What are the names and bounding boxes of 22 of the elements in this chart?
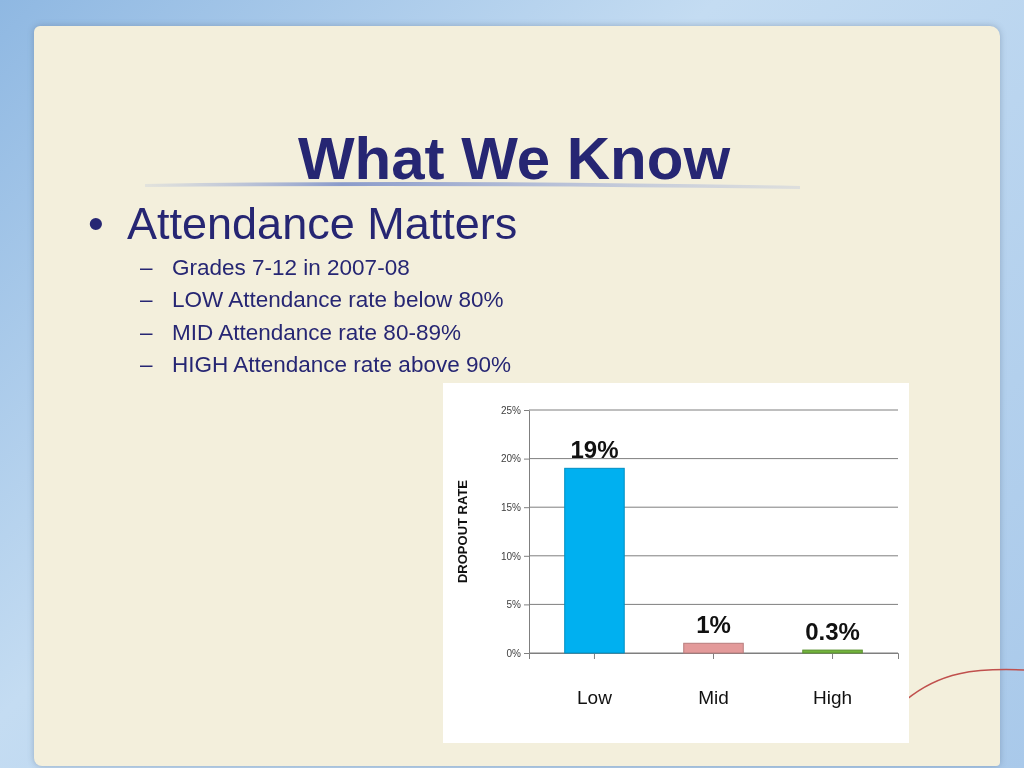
text: – LOW Attendance rate below 80% bbox=[140, 286, 504, 315]
y-tick-label: 25% bbox=[500, 404, 522, 416]
y-tick-label: 10% bbox=[500, 550, 522, 562]
data-label: 19% bbox=[570, 436, 619, 464]
y-tick-label: 15% bbox=[500, 501, 522, 513]
x-tick-label: Low bbox=[577, 687, 613, 709]
bar bbox=[802, 649, 863, 654]
chart-subtitle: • Attendance Matters bbox=[88, 197, 518, 251]
y-tick-label: 0% bbox=[506, 647, 522, 659]
bar bbox=[564, 467, 625, 654]
text: – MID Attendance rate 80-89% bbox=[140, 318, 461, 347]
x-tick-label: High bbox=[812, 687, 853, 709]
chart-title: What We Know bbox=[297, 124, 731, 194]
x-tick-label: Mid bbox=[698, 687, 729, 709]
y-tick-label: 20% bbox=[500, 453, 522, 465]
bar bbox=[683, 642, 744, 654]
text: – Grades 7-12 in 2007-08 bbox=[140, 254, 410, 282]
text: – HIGH Attendance rate above 90% bbox=[140, 351, 511, 380]
data-label: 0.3% bbox=[805, 618, 860, 646]
y-axis-title: DROPOUT RATE bbox=[455, 479, 470, 584]
y-tick-label: 5% bbox=[506, 599, 522, 611]
data-label: 1% bbox=[696, 611, 731, 639]
